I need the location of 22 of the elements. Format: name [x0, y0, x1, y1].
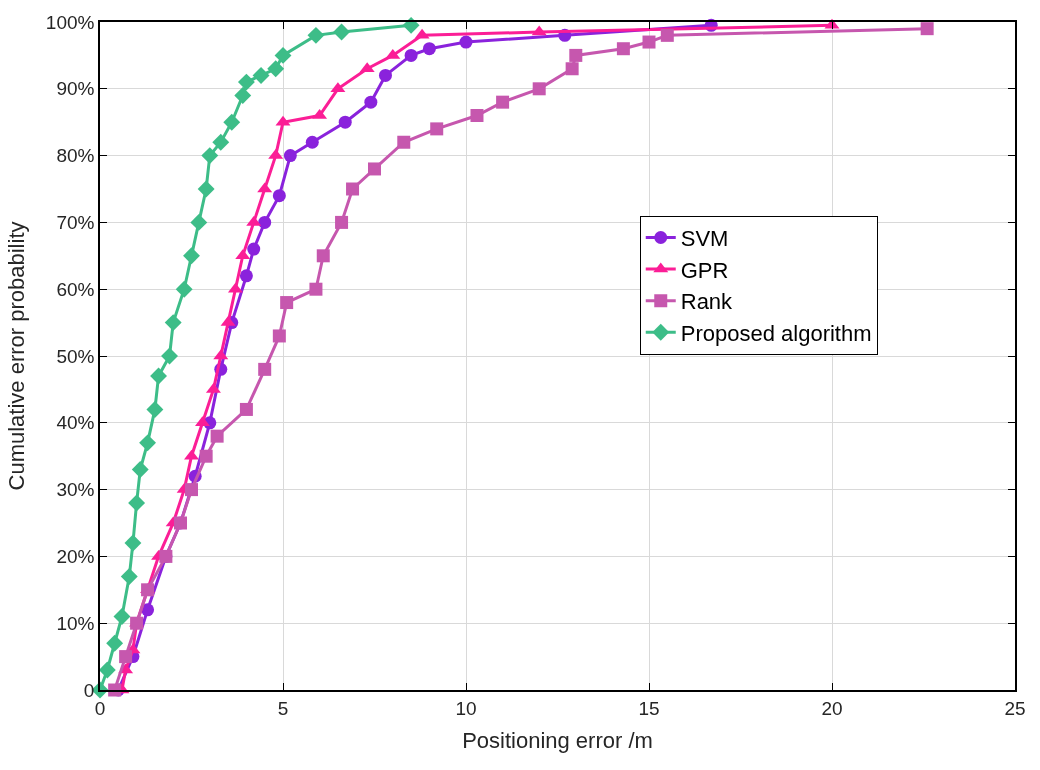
- legend-label: Rank: [680, 289, 734, 315]
- y-tick-label: 30%: [56, 479, 95, 501]
- y-tick-label: 20%: [56, 546, 95, 568]
- y-axis-title: Cumulative error probability: [4, 221, 30, 491]
- legend-label: GPR: [680, 257, 729, 283]
- x-tick-label: 20: [821, 697, 843, 719]
- x-tick-label: 25: [1004, 697, 1026, 719]
- y-tick-label: 90%: [56, 78, 95, 100]
- y-tick-label: 60%: [56, 278, 95, 300]
- legend-label: SVM: [680, 226, 729, 252]
- x-axis-title: Positioning error /m: [462, 727, 653, 753]
- x-tick-label: 5: [277, 697, 289, 719]
- y-tick-label: 70%: [56, 212, 95, 234]
- y-tick-label: 40%: [56, 412, 95, 434]
- legend-label: Proposed algorithm: [680, 320, 872, 346]
- y-tick-label: 100%: [45, 11, 95, 33]
- y-tick-label: 80%: [56, 145, 95, 167]
- y-tick-label: 0: [83, 679, 95, 701]
- x-tick-label: 10: [455, 697, 477, 719]
- y-tick-label: 10%: [56, 612, 95, 634]
- y-tick-label: 50%: [56, 345, 95, 367]
- x-tick-label: 15: [638, 697, 660, 719]
